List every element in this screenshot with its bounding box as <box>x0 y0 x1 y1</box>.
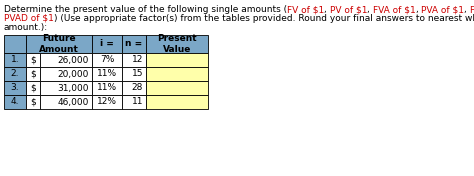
Text: $: $ <box>30 55 36 64</box>
Bar <box>122 81 146 95</box>
Bar <box>92 53 122 67</box>
Bar <box>122 35 146 53</box>
Bar <box>40 81 92 95</box>
Bar <box>92 67 122 81</box>
Bar <box>26 95 40 109</box>
Text: 1.: 1. <box>11 55 19 64</box>
Text: 4.: 4. <box>11 98 19 106</box>
Bar <box>92 81 122 95</box>
Text: FV of $1: FV of $1 <box>287 5 324 14</box>
Text: n =: n = <box>126 39 143 49</box>
Bar <box>146 95 208 109</box>
Bar <box>4 81 26 95</box>
Text: 11%: 11% <box>97 70 117 78</box>
Bar <box>4 67 26 81</box>
Bar <box>146 81 208 95</box>
Text: 2.: 2. <box>11 70 19 78</box>
Bar <box>40 95 92 109</box>
Text: ,: , <box>324 5 330 14</box>
Text: i =: i = <box>100 39 114 49</box>
Text: FVAD of $1: FVAD of $1 <box>470 5 474 14</box>
Text: 7%: 7% <box>100 55 114 64</box>
Bar <box>40 53 92 67</box>
Text: 31,000: 31,000 <box>57 83 89 93</box>
Text: PVAD of $1: PVAD of $1 <box>4 14 54 23</box>
Bar <box>4 35 26 53</box>
Bar <box>26 53 40 67</box>
Text: 12%: 12% <box>97 98 117 106</box>
Text: ,: , <box>416 5 421 14</box>
Text: 46,000: 46,000 <box>58 98 89 106</box>
Text: Present
Value: Present Value <box>157 34 197 54</box>
Bar <box>122 95 146 109</box>
Text: $: $ <box>30 70 36 78</box>
Bar <box>122 67 146 81</box>
Text: ,: , <box>465 5 470 14</box>
Text: PV of $1: PV of $1 <box>330 5 367 14</box>
Text: ) (Use appropriate factor(s) from the tables provided. Round your final answers : ) (Use appropriate factor(s) from the ta… <box>54 14 474 23</box>
Bar <box>146 67 208 81</box>
Text: 11%: 11% <box>97 83 117 93</box>
Bar <box>4 53 26 67</box>
Text: PVA of $1: PVA of $1 <box>421 5 465 14</box>
Text: Determine the present value of the following single amounts (: Determine the present value of the follo… <box>4 5 287 14</box>
Text: 3.: 3. <box>11 83 19 93</box>
Bar <box>122 53 146 67</box>
Bar <box>26 67 40 81</box>
Text: 20,000: 20,000 <box>58 70 89 78</box>
Text: 26,000: 26,000 <box>58 55 89 64</box>
Text: 12: 12 <box>132 55 143 64</box>
Bar <box>92 95 122 109</box>
Text: amount.):: amount.): <box>4 23 48 32</box>
Bar <box>146 35 208 53</box>
Bar <box>92 35 122 53</box>
Text: FVA of $1: FVA of $1 <box>373 5 416 14</box>
Bar <box>40 67 92 81</box>
Bar <box>26 81 40 95</box>
Text: Future
Amount: Future Amount <box>39 34 79 54</box>
Bar <box>146 53 208 67</box>
Text: 15: 15 <box>131 70 143 78</box>
Text: $: $ <box>30 83 36 93</box>
Text: 28: 28 <box>132 83 143 93</box>
Text: 11: 11 <box>131 98 143 106</box>
Bar <box>26 35 92 53</box>
Text: $: $ <box>30 98 36 106</box>
Bar <box>4 95 26 109</box>
Text: ,: , <box>367 5 373 14</box>
